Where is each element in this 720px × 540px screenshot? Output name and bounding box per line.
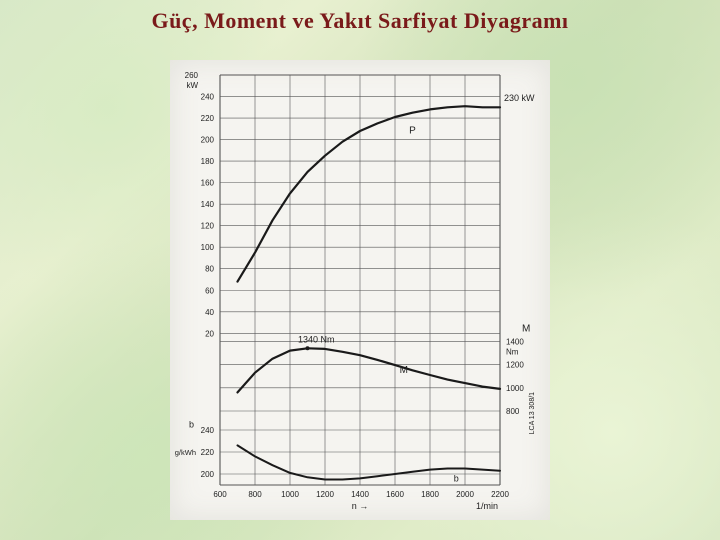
svg-text:g/kWh: g/kWh — [175, 448, 196, 457]
svg-text:240: 240 — [201, 426, 215, 435]
svg-text:140: 140 — [201, 200, 215, 209]
engine-chart: 600 800 1000 1200 1400 1600 1800 2000 2200 1/min n… — [170, 60, 550, 520]
svg-text:100: 100 — [201, 243, 215, 252]
svg-text:1800: 1800 — [421, 490, 439, 499]
svg-text:220: 220 — [201, 448, 215, 457]
svg-text:180: 180 — [201, 157, 215, 166]
page-title: Güç, Moment ve Yakıt Sarfiyat Diyagramı — [0, 8, 720, 34]
svg-text:260: 260 — [185, 71, 199, 80]
svg-text:200: 200 — [201, 470, 215, 479]
fuel-curve — [238, 445, 501, 479]
slide: Güç, Moment ve Yakıt Sarfiyat Diyagramı … — [0, 0, 720, 540]
svg-text:2000: 2000 — [456, 490, 474, 499]
svg-text:LCA 13 308/1: LCA 13 308/1 — [529, 392, 536, 435]
svg-text:20: 20 — [205, 329, 214, 338]
svg-text:P: P — [409, 125, 416, 136]
svg-text:Nm: Nm — [506, 347, 519, 356]
svg-text:M: M — [400, 365, 408, 376]
svg-text:80: 80 — [205, 265, 214, 274]
svg-text:1200: 1200 — [506, 361, 524, 370]
svg-text:160: 160 — [201, 179, 215, 188]
svg-text:120: 120 — [201, 222, 215, 231]
svg-text:40: 40 — [205, 308, 214, 317]
svg-text:230 kW: 230 kW — [504, 93, 535, 103]
svg-text:220: 220 — [201, 114, 215, 123]
chart-svg: 600 800 1000 1200 1400 1600 1800 2000 2200 1/min n… — [170, 60, 550, 520]
svg-text:1340 Nm: 1340 Nm — [298, 334, 335, 344]
svg-text:kW: kW — [186, 81, 198, 90]
svg-text:1400: 1400 — [506, 337, 524, 346]
svg-text:1400: 1400 — [351, 490, 369, 499]
svg-text:1600: 1600 — [386, 490, 404, 499]
svg-text:200: 200 — [201, 136, 215, 145]
power-curve — [238, 106, 501, 281]
moment-curve — [238, 348, 501, 392]
svg-text:800: 800 — [248, 490, 262, 499]
svg-text:600: 600 — [213, 490, 227, 499]
svg-text:n →: n → — [352, 501, 369, 511]
svg-text:b: b — [189, 420, 194, 430]
svg-text:800: 800 — [506, 407, 520, 416]
svg-text:60: 60 — [205, 286, 214, 295]
svg-text:b: b — [454, 473, 459, 483]
svg-text:1200: 1200 — [316, 490, 334, 499]
svg-text:1000: 1000 — [506, 384, 524, 393]
svg-text:1000: 1000 — [281, 490, 299, 499]
svg-text:240: 240 — [201, 93, 215, 102]
svg-text:1/min: 1/min — [476, 501, 498, 511]
svg-text:2200: 2200 — [491, 490, 509, 499]
svg-text:M: M — [522, 323, 530, 334]
